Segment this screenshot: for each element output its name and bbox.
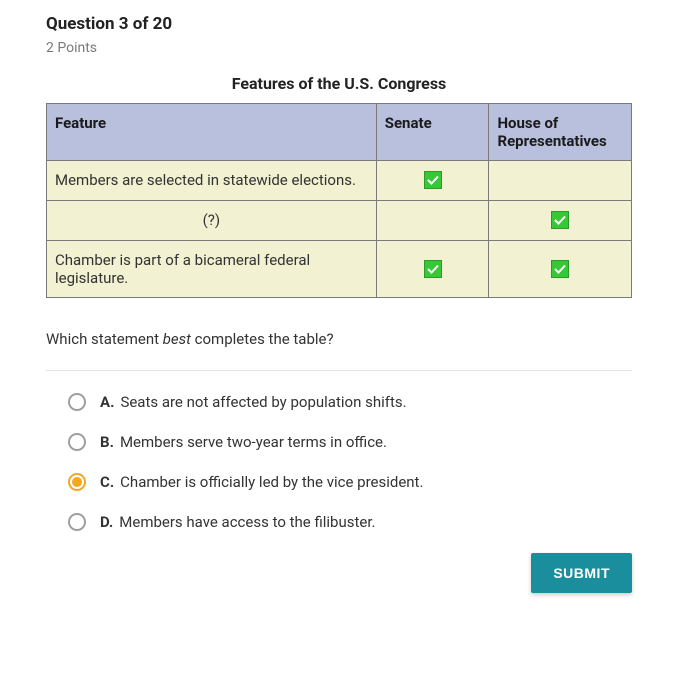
prompt-em: best bbox=[163, 330, 191, 348]
prompt-before: Which statement bbox=[46, 330, 163, 348]
table-row: Members are selected in statewide electi… bbox=[47, 161, 632, 201]
option-label: C.Chamber is officially led by the vice … bbox=[100, 473, 423, 491]
table-row: Chamber is part of a bicameral federal l… bbox=[47, 241, 632, 298]
col-header-senate: Senate bbox=[376, 104, 489, 161]
feature-cell: Members are selected in statewide electi… bbox=[47, 161, 377, 201]
option-label: D.Members have access to the filibuster. bbox=[100, 513, 376, 531]
check-icon bbox=[551, 211, 569, 229]
senate-cell bbox=[376, 241, 489, 298]
radio-icon[interactable] bbox=[68, 433, 86, 451]
answer-options: A.Seats are not affected by population s… bbox=[46, 393, 632, 531]
option-c[interactable]: C.Chamber is officially led by the vice … bbox=[68, 473, 632, 491]
table-row: (?) bbox=[47, 201, 632, 241]
question-number: Question 3 of 20 bbox=[46, 14, 632, 34]
option-b[interactable]: B.Members serve two-year terms in office… bbox=[68, 433, 632, 451]
option-label: A.Seats are not affected by population s… bbox=[100, 393, 407, 411]
option-a[interactable]: A.Seats are not affected by population s… bbox=[68, 393, 632, 411]
option-label: B.Members serve two-year terms in office… bbox=[100, 433, 387, 451]
radio-icon[interactable] bbox=[68, 473, 86, 491]
points-label: 2 Points bbox=[46, 40, 632, 56]
feature-cell: Chamber is part of a bicameral federal l… bbox=[47, 241, 377, 298]
radio-icon[interactable] bbox=[68, 513, 86, 531]
col-header-feature: Feature bbox=[47, 104, 377, 161]
feature-cell-blank: (?) bbox=[47, 201, 377, 241]
check-icon bbox=[424, 171, 442, 189]
divider bbox=[46, 370, 632, 371]
senate-cell bbox=[376, 161, 489, 201]
house-cell bbox=[489, 241, 632, 298]
check-icon bbox=[551, 260, 569, 278]
radio-icon[interactable] bbox=[68, 393, 86, 411]
house-cell bbox=[489, 201, 632, 241]
features-table: Feature Senate House of Representatives … bbox=[46, 103, 632, 298]
question-prompt: Which statement best completes the table… bbox=[46, 330, 632, 348]
senate-cell bbox=[376, 201, 489, 241]
prompt-after: completes the table? bbox=[191, 330, 334, 348]
submit-button[interactable]: SUBMIT bbox=[531, 553, 632, 593]
col-header-house: House of Representatives bbox=[489, 104, 632, 161]
option-d[interactable]: D.Members have access to the filibuster. bbox=[68, 513, 632, 531]
table-title: Features of the U.S. Congress bbox=[46, 74, 632, 93]
house-cell bbox=[489, 161, 632, 201]
check-icon bbox=[424, 260, 442, 278]
